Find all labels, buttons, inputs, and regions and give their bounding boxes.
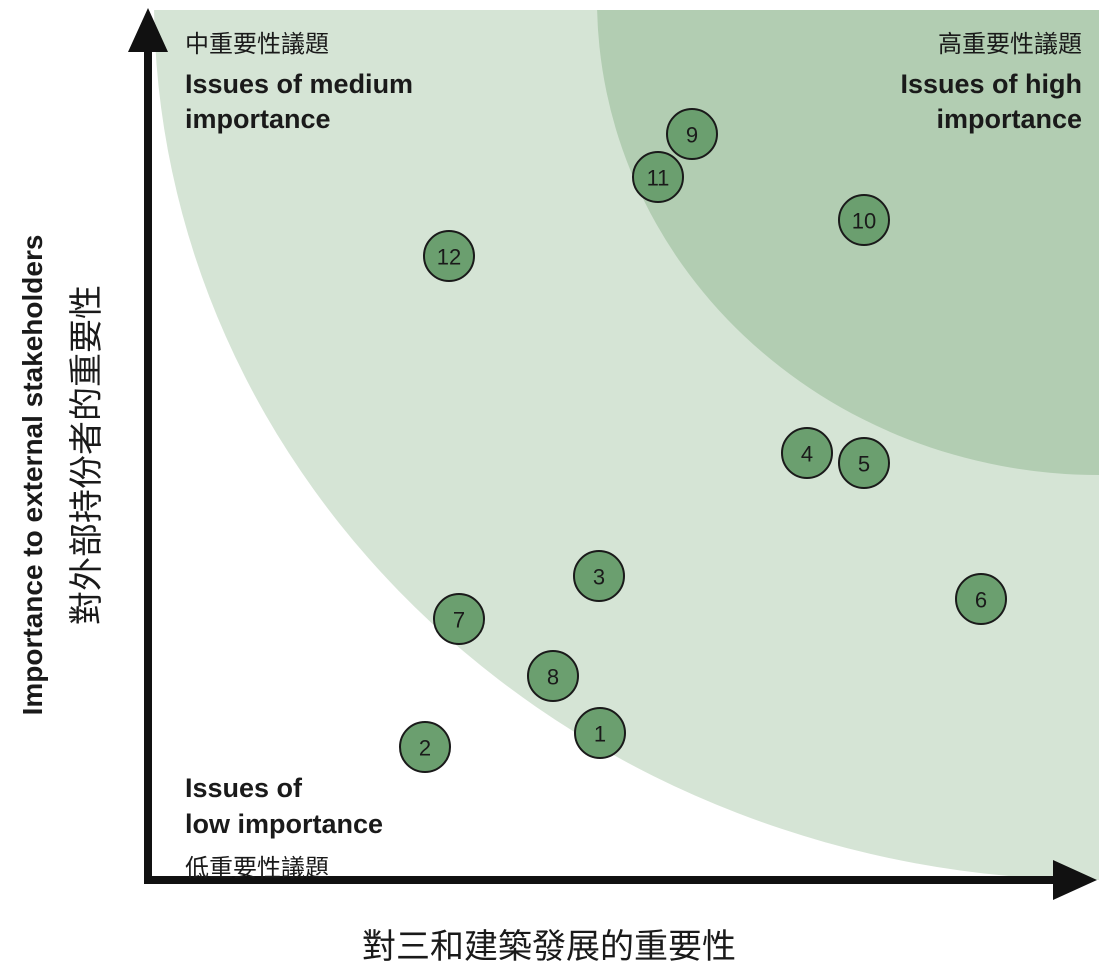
issue-marker [632, 151, 684, 203]
y-axis-label: 對外部持份者的重要性 [68, 285, 106, 625]
x-axis-label: 對三和建築發展的重要性 [362, 928, 736, 966]
issue-number: 2 [419, 736, 431, 761]
issue-marker [399, 721, 451, 773]
issue-number: 1 [594, 722, 606, 747]
issue-marker [838, 437, 890, 489]
y-arrow [128, 8, 168, 52]
zone-label: low importance [185, 809, 383, 839]
issue-number: 5 [858, 452, 870, 477]
issue-number: 8 [547, 665, 559, 690]
issue-marker [574, 707, 626, 759]
issue-number: 3 [593, 565, 605, 590]
issue-marker [666, 108, 718, 160]
zone-label: importance [936, 104, 1082, 134]
issue-number: 10 [852, 209, 876, 234]
issue-marker [423, 230, 475, 282]
zone-label: Issues of medium [185, 69, 413, 99]
issue-number: 6 [975, 588, 987, 613]
zone-label: 低重要性議題 [185, 855, 329, 882]
zone-label: Issues of [185, 773, 303, 803]
issue-number: 11 [647, 166, 670, 191]
issue-marker [433, 593, 485, 645]
issue-marker [838, 194, 890, 246]
zone-label: 高重要性議題 [938, 31, 1082, 58]
x-arrow [1053, 860, 1097, 900]
high-zone [597, 10, 1099, 475]
zone-label: Issues of high [900, 69, 1082, 99]
issue-number: 12 [437, 245, 461, 270]
issue-number: 7 [453, 608, 465, 633]
issue-marker [527, 650, 579, 702]
y-axis-label: Importance to external stakeholders [17, 235, 48, 716]
issue-number: 9 [686, 123, 698, 148]
issue-number: 4 [801, 442, 813, 467]
issue-marker [781, 427, 833, 479]
zone-label: importance [185, 104, 331, 134]
zone-label: 中重要性議題 [185, 31, 329, 58]
issue-marker [573, 550, 625, 602]
issue-marker [955, 573, 1007, 625]
